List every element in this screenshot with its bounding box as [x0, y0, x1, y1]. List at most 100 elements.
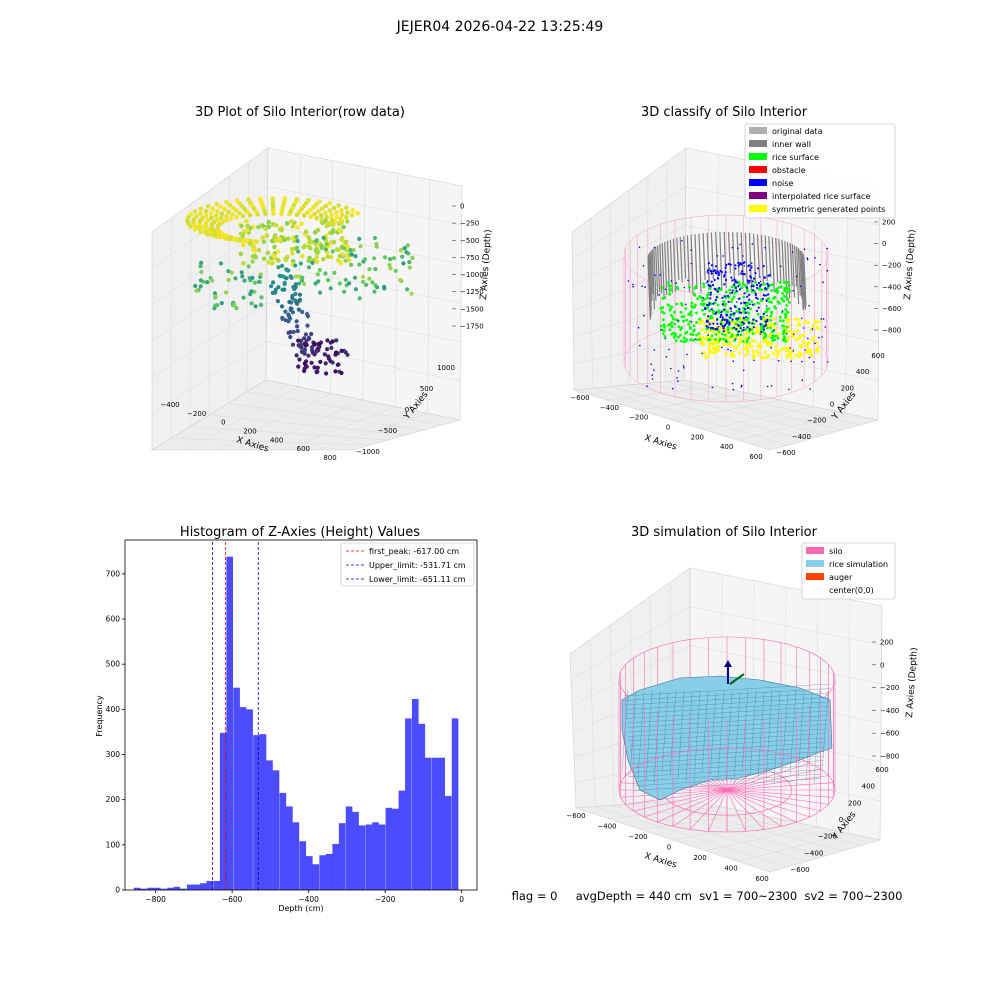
raw-point — [224, 213, 229, 219]
classify-noise-point — [735, 289, 738, 292]
raw-point — [293, 291, 298, 296]
classify-symmetric-point — [711, 338, 715, 342]
raw-point — [283, 257, 289, 263]
raw-point — [241, 243, 246, 248]
classify-noise-point — [716, 255, 719, 257]
raw-point — [407, 260, 412, 265]
raw-point — [203, 213, 209, 218]
simulation-surface-mesh-line — [633, 773, 823, 787]
raw-point — [188, 212, 194, 217]
classify-rice-surface-point — [670, 305, 674, 309]
classify-noise-point — [721, 346, 723, 349]
classify-symmetric-point — [757, 342, 761, 346]
classify-noise-point — [706, 269, 709, 272]
raw-point — [343, 239, 349, 245]
classify-noise-point — [690, 262, 692, 265]
classify-symmetric-point — [754, 325, 759, 329]
raw-point — [407, 265, 412, 270]
raw-point — [321, 256, 326, 262]
classify-legend-swatch — [749, 140, 767, 147]
classify-rice-surface-point — [756, 301, 760, 305]
classify-rice-surface-point — [668, 288, 671, 292]
simulation-y-tick-label: 400 — [862, 783, 875, 791]
raw-point — [250, 275, 255, 280]
classify-rice-surface-point — [689, 332, 693, 336]
classify-noise-point — [757, 306, 760, 309]
histogram-bar — [438, 757, 445, 890]
classify-symmetric-point — [811, 324, 815, 328]
classify-noise-point — [716, 270, 719, 273]
classify-noise-point — [690, 321, 693, 323]
raw-title: 3D Plot of Silo Interior(row data) — [195, 105, 405, 120]
raw-point — [218, 204, 223, 210]
classify-inner-wall-point — [690, 234, 694, 295]
classify-inner-wall-point — [679, 236, 683, 283]
classify-symmetric-point — [757, 345, 761, 349]
raw-point — [358, 244, 363, 249]
raw-point — [336, 203, 341, 208]
raw-point — [346, 258, 352, 263]
simulation-silo-floor-spoke — [625, 789, 728, 805]
classify-noise-point — [732, 283, 736, 286]
simulation-z-tick-label: −600 — [880, 730, 899, 738]
classify-symmetric-point — [713, 340, 718, 344]
classify-rice-surface-point — [753, 290, 757, 294]
raw-point — [226, 277, 231, 283]
classify-noise-point — [819, 263, 821, 266]
classify-inner-wall-point — [723, 231, 727, 288]
classify-z-tick-label: −600 — [882, 305, 901, 313]
raw-point — [306, 265, 312, 270]
raw-point — [317, 267, 322, 273]
simulation-z-tick-label: −200 — [880, 684, 899, 692]
raw-point — [295, 301, 300, 306]
classify-symmetric-point — [788, 352, 793, 356]
raw-point — [320, 220, 325, 226]
classify-noise-point — [659, 274, 662, 276]
classify-noise-point — [716, 322, 719, 325]
raw-point — [234, 236, 239, 241]
classify-rice-surface-point — [677, 325, 681, 329]
classify-noise-point — [753, 359, 755, 362]
classify-noise-point — [729, 349, 732, 352]
classify-noise-point — [763, 325, 766, 328]
classify-noise-point — [712, 302, 715, 305]
classify-rice-surface-point — [745, 338, 749, 342]
classify-rice-surface-point — [785, 325, 789, 329]
raw-point — [339, 207, 344, 213]
classify-noise-point — [718, 287, 721, 290]
raw-point — [294, 234, 299, 239]
classify-symmetric-point — [717, 345, 721, 349]
simulation-surface-mesh-line — [634, 778, 822, 791]
classify-inner-wall-point — [800, 250, 804, 311]
classify-rice-surface-point — [763, 282, 766, 286]
raw-point — [295, 328, 300, 334]
classify-rice-surface-point — [775, 287, 779, 291]
classify-symmetric-point — [786, 335, 790, 339]
classify-rice-surface-point — [717, 330, 721, 334]
classify-legend-swatch — [749, 205, 767, 212]
raw-point — [330, 339, 335, 344]
classify-noise-point — [737, 285, 740, 288]
classify-noise-point — [730, 276, 733, 279]
simulation-surface-mesh-line — [765, 689, 773, 782]
classify-noise-point — [713, 269, 716, 271]
classify-noise-point — [685, 303, 687, 306]
raw-point — [323, 247, 329, 252]
classify-rice-surface-point — [672, 317, 675, 321]
raw-point — [258, 272, 263, 277]
histogram-bar — [352, 811, 359, 890]
classify-symmetric-point — [797, 354, 802, 358]
classify-legend-swatch — [749, 192, 767, 199]
raw-point — [258, 196, 263, 202]
classify-rice-surface-point — [730, 285, 734, 289]
classify-noise-point — [766, 314, 768, 317]
classify-symmetric-point — [734, 347, 739, 351]
raw-point — [242, 278, 247, 283]
raw-point — [339, 212, 345, 218]
simulation-surface-mesh-line — [653, 690, 661, 785]
classify-noise-point — [751, 243, 754, 245]
raw-point — [405, 287, 410, 292]
raw-point — [277, 227, 283, 232]
simulation-title: 3D simulation of Silo Interior — [631, 525, 818, 540]
classify-noise-point — [670, 280, 673, 282]
